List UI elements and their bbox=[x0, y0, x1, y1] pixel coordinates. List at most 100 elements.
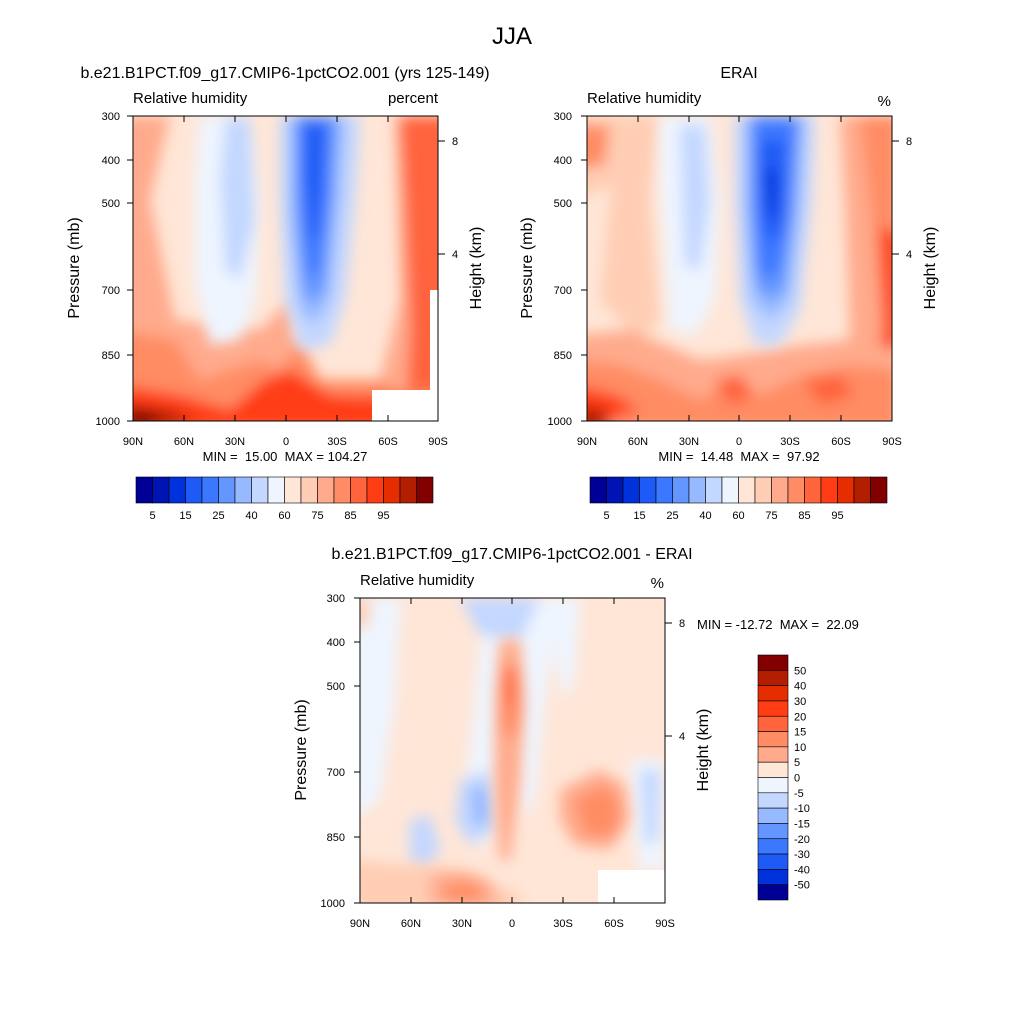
panel-erai-ytick-4: 850 bbox=[554, 350, 572, 362]
panel-diff-y-axis: 300 400 500 700 850 1000 Pressure (mb) bbox=[293, 593, 360, 910]
panel-erai-xtick-0: 90N bbox=[577, 436, 597, 448]
panel-model-ytick-4: 850 bbox=[102, 350, 120, 362]
colorbar-model-swatch bbox=[399, 476, 417, 504]
panel-erai-ylabel-right: Height (km) bbox=[922, 227, 939, 310]
colorbar-diff-swatch bbox=[757, 884, 789, 901]
colorbar-diff-label: 5 bbox=[794, 757, 800, 769]
panel-model-ytick-2: 500 bbox=[102, 198, 120, 210]
panel-erai-xtick-3: 0 bbox=[736, 436, 742, 448]
panel-erai-y-axis-right: 8 4 Height (km) bbox=[892, 136, 939, 309]
panel-diff-ytick-right-1: 4 bbox=[679, 731, 685, 743]
panel-diff-ylabel: Pressure (mb) bbox=[293, 699, 310, 800]
colorbar-diff-label: 50 bbox=[794, 665, 806, 677]
panel-model-xtick-3: 0 bbox=[283, 436, 289, 448]
panel-diff-x-axis: 90N 60N 30N 0 30S 60S 90S bbox=[350, 598, 675, 930]
colorbar-diff-swatch bbox=[757, 731, 789, 748]
colorbar-erai-swatch bbox=[639, 476, 657, 504]
colorbar-model-label: 5 bbox=[149, 510, 155, 522]
colorbar-model-label: 95 bbox=[377, 510, 389, 522]
panel-model-title: b.e21.B1PCT.f09_g17.CMIP6-1pctCO2.001 (y… bbox=[80, 65, 489, 82]
panel-erai-xtick-1: 60N bbox=[628, 436, 648, 448]
colorbar-erai-label: 95 bbox=[831, 510, 843, 522]
panel-diff-contours bbox=[360, 598, 665, 903]
colorbar-model-swatch bbox=[201, 476, 219, 504]
panel-erai-xtick-5: 60S bbox=[831, 436, 851, 448]
panel-model-ytick-right-1: 4 bbox=[452, 249, 458, 261]
colorbar-erai-swatch bbox=[606, 476, 624, 504]
colorbar-erai-label: 40 bbox=[699, 510, 711, 522]
panel-erai-ytick-0: 300 bbox=[554, 111, 572, 123]
panel-model-xtick-2: 30N bbox=[225, 436, 245, 448]
colorbar-model-swatch bbox=[218, 476, 236, 504]
panel-diff-left-string: Relative humidity bbox=[360, 572, 475, 589]
colorbar-diff-swatch bbox=[757, 777, 789, 794]
panel-diff-xtick-1: 60N bbox=[401, 918, 421, 930]
panel-erai-left-string: Relative humidity bbox=[587, 90, 702, 107]
colorbar-diff-swatch bbox=[757, 746, 789, 763]
colorbar-erai-swatch bbox=[771, 476, 789, 504]
colorbar-erai-swatch bbox=[870, 476, 888, 504]
panel-erai-title: ERAI bbox=[720, 65, 757, 82]
panel-model-xtick-0: 90N bbox=[123, 436, 143, 448]
colorbar-diff-label: 0 bbox=[794, 773, 800, 785]
colorbar-erai-swatch bbox=[853, 476, 871, 504]
colorbar-diff-label: -30 bbox=[794, 849, 810, 861]
panel-erai-ytick-1: 400 bbox=[554, 155, 572, 167]
colorbar-erai-swatch bbox=[622, 476, 640, 504]
colorbar-erai-swatch bbox=[820, 476, 838, 504]
colorbar-erai-swatch bbox=[837, 476, 855, 504]
colorbar-erai-swatch bbox=[705, 476, 723, 504]
colorbar-erai-swatch bbox=[721, 476, 739, 504]
panel-erai-contours bbox=[587, 116, 892, 421]
panel-erai-ytick-2: 500 bbox=[554, 198, 572, 210]
panel-model-ytick-right-0: 8 bbox=[452, 136, 458, 148]
colorbar-erai-label: 75 bbox=[765, 510, 777, 522]
figure-title: JJA bbox=[492, 23, 532, 50]
colorbar-model-swatch bbox=[168, 476, 186, 504]
panel-erai-ytick-3: 700 bbox=[554, 285, 572, 297]
colorbar-model-swatch bbox=[152, 476, 170, 504]
colorbar-diff-label: -20 bbox=[794, 834, 810, 846]
panel-model-ytick-1: 400 bbox=[102, 155, 120, 167]
panel-erai: ERAI Relative humidity % bbox=[519, 65, 939, 522]
colorbar-diff-swatch bbox=[757, 807, 789, 824]
colorbar-model-label: 25 bbox=[212, 510, 224, 522]
colorbar-diff-swatch bbox=[757, 654, 789, 671]
panel-model-y-axis: 300 400 500 700 850 1000 Pressure (mb) bbox=[66, 111, 133, 428]
panel-diff-ytick-0: 300 bbox=[327, 593, 345, 605]
panel-diff-y-axis-right: 8 4 Height (km) bbox=[665, 618, 712, 791]
colorbar-diff-swatch bbox=[757, 823, 789, 840]
colorbar-model-swatch bbox=[317, 476, 335, 504]
colorbar-diff-swatch bbox=[757, 838, 789, 855]
colorbar-diff-label: 15 bbox=[794, 727, 806, 739]
colorbar-diff-label: 40 bbox=[794, 681, 806, 693]
panel-diff-ytick-3: 700 bbox=[327, 767, 345, 779]
colorbar-model-label: 15 bbox=[179, 510, 191, 522]
panel-model-ylabel: Pressure (mb) bbox=[66, 217, 83, 318]
panel-diff-xtick-2: 30N bbox=[452, 918, 472, 930]
panel-diff-xtick-6: 90S bbox=[655, 918, 675, 930]
colorbar-model-label: 85 bbox=[344, 510, 356, 522]
panel-erai-ytick-right-1: 4 bbox=[906, 249, 912, 261]
colorbar-erai: 5 15 25 40 60 75 85 95 bbox=[589, 476, 888, 522]
colorbar-diff-label: -40 bbox=[794, 864, 810, 876]
panel-diff-ylabel-right: Height (km) bbox=[695, 709, 712, 792]
panel-erai-ylabel: Pressure (mb) bbox=[519, 217, 536, 318]
panel-model-xtick-1: 60N bbox=[174, 436, 194, 448]
colorbar-diff-label: -15 bbox=[794, 818, 810, 830]
colorbar-diff-swatch bbox=[757, 853, 789, 870]
colorbar-diff-swatch bbox=[757, 700, 789, 717]
panel-diff: b.e21.B1PCT.f09_g17.CMIP6-1pctCO2.001 - … bbox=[293, 546, 859, 930]
panel-erai-y-axis: 300 400 500 700 850 1000 Pressure (mb) bbox=[519, 111, 587, 428]
colorbar-model-swatch bbox=[366, 476, 384, 504]
panel-erai-right-string: % bbox=[878, 93, 891, 110]
colorbar-model-swatch bbox=[267, 476, 285, 504]
colorbar-model-swatch bbox=[350, 476, 368, 504]
colorbar-diff-swatch bbox=[757, 685, 789, 702]
colorbar-diff-label: -50 bbox=[794, 880, 810, 892]
colorbar-model-swatch bbox=[251, 476, 269, 504]
colorbar-erai-label: 5 bbox=[603, 510, 609, 522]
panel-diff-ytick-4: 850 bbox=[327, 832, 345, 844]
colorbar-erai-swatch bbox=[589, 476, 607, 504]
